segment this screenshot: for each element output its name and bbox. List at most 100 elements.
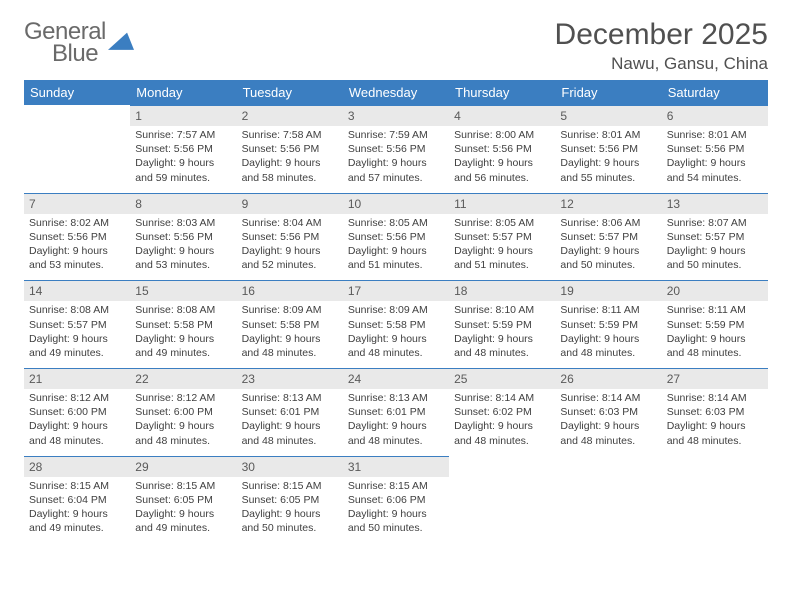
day-number: 3 [343,105,449,126]
daylight-text: Daylight: 9 hours and 48 minutes. [454,419,550,447]
calendar-day-cell: 22Sunrise: 8:12 AMSunset: 6:00 PMDayligh… [130,368,236,456]
sunrise-text: Sunrise: 8:13 AM [242,391,338,405]
day-info: Sunrise: 8:01 AMSunset: 5:56 PMDaylight:… [662,126,768,193]
sunset-text: Sunset: 6:04 PM [29,493,125,507]
month-title: December 2025 [555,18,768,52]
day-info: Sunrise: 8:12 AMSunset: 6:00 PMDaylight:… [130,389,236,456]
calendar-day-cell: 23Sunrise: 8:13 AMSunset: 6:01 PMDayligh… [237,368,343,456]
day-info: Sunrise: 8:07 AMSunset: 5:57 PMDaylight:… [662,214,768,281]
weekday-header-row: SundayMondayTuesdayWednesdayThursdayFrid… [24,80,768,105]
sunset-text: Sunset: 5:56 PM [454,142,550,156]
day-number: 23 [237,368,343,389]
sunrise-text: Sunrise: 8:02 AM [29,216,125,230]
day-number: 24 [343,368,449,389]
day-number: 1 [130,105,236,126]
daylight-text: Daylight: 9 hours and 51 minutes. [348,244,444,272]
sunrise-text: Sunrise: 8:10 AM [454,303,550,317]
day-number: 30 [237,456,343,477]
calendar-day-cell: 31Sunrise: 8:15 AMSunset: 6:06 PMDayligh… [343,456,449,544]
daylight-text: Daylight: 9 hours and 54 minutes. [667,156,763,184]
calendar-day-cell: 16Sunrise: 8:09 AMSunset: 5:58 PMDayligh… [237,280,343,368]
daylight-text: Daylight: 9 hours and 48 minutes. [667,332,763,360]
calendar-day-cell: 3Sunrise: 7:59 AMSunset: 5:56 PMDaylight… [343,105,449,193]
sunset-text: Sunset: 6:02 PM [454,405,550,419]
weekday-header: Tuesday [237,80,343,105]
day-info: Sunrise: 8:00 AMSunset: 5:56 PMDaylight:… [449,126,555,193]
sunset-text: Sunset: 5:58 PM [242,318,338,332]
calendar-day-cell: 14Sunrise: 8:08 AMSunset: 5:57 PMDayligh… [24,280,130,368]
title-block: December 2025 Nawu, Gansu, China [555,18,768,74]
logo: General Blue [24,18,134,68]
day-info: Sunrise: 8:13 AMSunset: 6:01 PMDaylight:… [237,389,343,456]
sunset-text: Sunset: 6:00 PM [29,405,125,419]
daylight-text: Daylight: 9 hours and 59 minutes. [135,156,231,184]
calendar-week-row: 7Sunrise: 8:02 AMSunset: 5:56 PMDaylight… [24,193,768,281]
sunset-text: Sunset: 5:56 PM [135,142,231,156]
day-info: Sunrise: 8:03 AMSunset: 5:56 PMDaylight:… [130,214,236,281]
day-info: Sunrise: 8:12 AMSunset: 6:00 PMDaylight:… [24,389,130,456]
day-info: Sunrise: 8:11 AMSunset: 5:59 PMDaylight:… [555,301,661,368]
daylight-text: Daylight: 9 hours and 48 minutes. [29,419,125,447]
daylight-text: Daylight: 9 hours and 49 minutes. [29,332,125,360]
sunset-text: Sunset: 6:00 PM [135,405,231,419]
calendar-day-cell: 8Sunrise: 8:03 AMSunset: 5:56 PMDaylight… [130,193,236,281]
sunset-text: Sunset: 5:59 PM [560,318,656,332]
day-number: 10 [343,193,449,214]
calendar-day-cell: 25Sunrise: 8:14 AMSunset: 6:02 PMDayligh… [449,368,555,456]
day-info: Sunrise: 8:09 AMSunset: 5:58 PMDaylight:… [237,301,343,368]
sunset-text: Sunset: 5:56 PM [348,142,444,156]
calendar-day-cell: 17Sunrise: 8:09 AMSunset: 5:58 PMDayligh… [343,280,449,368]
sunset-text: Sunset: 5:57 PM [454,230,550,244]
sunrise-text: Sunrise: 8:01 AM [560,128,656,142]
day-number: 11 [449,193,555,214]
sunrise-text: Sunrise: 8:08 AM [29,303,125,317]
day-number: 21 [24,368,130,389]
calendar-week-row: 21Sunrise: 8:12 AMSunset: 6:00 PMDayligh… [24,368,768,456]
calendar-day-cell: 4Sunrise: 8:00 AMSunset: 5:56 PMDaylight… [449,105,555,193]
logo-triangle-icon [108,32,134,54]
day-info: Sunrise: 8:08 AMSunset: 5:57 PMDaylight:… [24,301,130,368]
calendar-day-cell: 27Sunrise: 8:14 AMSunset: 6:03 PMDayligh… [662,368,768,456]
day-number: 14 [24,280,130,301]
daylight-text: Daylight: 9 hours and 48 minutes. [135,419,231,447]
sunset-text: Sunset: 6:01 PM [242,405,338,419]
sunset-text: Sunset: 6:06 PM [348,493,444,507]
weekday-header: Monday [130,80,236,105]
sunrise-text: Sunrise: 8:14 AM [560,391,656,405]
calendar-day-cell: 5Sunrise: 8:01 AMSunset: 5:56 PMDaylight… [555,105,661,193]
day-info: Sunrise: 7:57 AMSunset: 5:56 PMDaylight:… [130,126,236,193]
calendar-day-cell: 11Sunrise: 8:05 AMSunset: 5:57 PMDayligh… [449,193,555,281]
daylight-text: Daylight: 9 hours and 48 minutes. [348,419,444,447]
day-number: 31 [343,456,449,477]
daylight-text: Daylight: 9 hours and 55 minutes. [560,156,656,184]
day-number: 27 [662,368,768,389]
sunset-text: Sunset: 6:03 PM [667,405,763,419]
calendar-day-cell: 20Sunrise: 8:11 AMSunset: 5:59 PMDayligh… [662,280,768,368]
day-number: 26 [555,368,661,389]
sunrise-text: Sunrise: 8:15 AM [135,479,231,493]
day-number: 28 [24,456,130,477]
day-info: Sunrise: 8:14 AMSunset: 6:03 PMDaylight:… [662,389,768,456]
sunrise-text: Sunrise: 8:15 AM [348,479,444,493]
sunrise-text: Sunrise: 8:04 AM [242,216,338,230]
sunset-text: Sunset: 5:57 PM [667,230,763,244]
sunset-text: Sunset: 6:01 PM [348,405,444,419]
day-number: 4 [449,105,555,126]
sunset-text: Sunset: 5:59 PM [454,318,550,332]
sunrise-text: Sunrise: 8:03 AM [135,216,231,230]
calendar-day-cell: 28Sunrise: 8:15 AMSunset: 6:04 PMDayligh… [24,456,130,544]
sunset-text: Sunset: 5:56 PM [667,142,763,156]
day-info: Sunrise: 8:15 AMSunset: 6:05 PMDaylight:… [130,477,236,544]
weekday-header: Sunday [24,80,130,105]
daylight-text: Daylight: 9 hours and 56 minutes. [454,156,550,184]
day-number: 12 [555,193,661,214]
sunrise-text: Sunrise: 8:09 AM [348,303,444,317]
calendar-day-cell: 26Sunrise: 8:14 AMSunset: 6:03 PMDayligh… [555,368,661,456]
sunset-text: Sunset: 5:56 PM [242,142,338,156]
sunrise-text: Sunrise: 8:05 AM [348,216,444,230]
sunrise-text: Sunrise: 8:15 AM [242,479,338,493]
day-info: Sunrise: 7:59 AMSunset: 5:56 PMDaylight:… [343,126,449,193]
day-info: Sunrise: 8:06 AMSunset: 5:57 PMDaylight:… [555,214,661,281]
day-info: Sunrise: 8:13 AMSunset: 6:01 PMDaylight:… [343,389,449,456]
day-number: 18 [449,280,555,301]
